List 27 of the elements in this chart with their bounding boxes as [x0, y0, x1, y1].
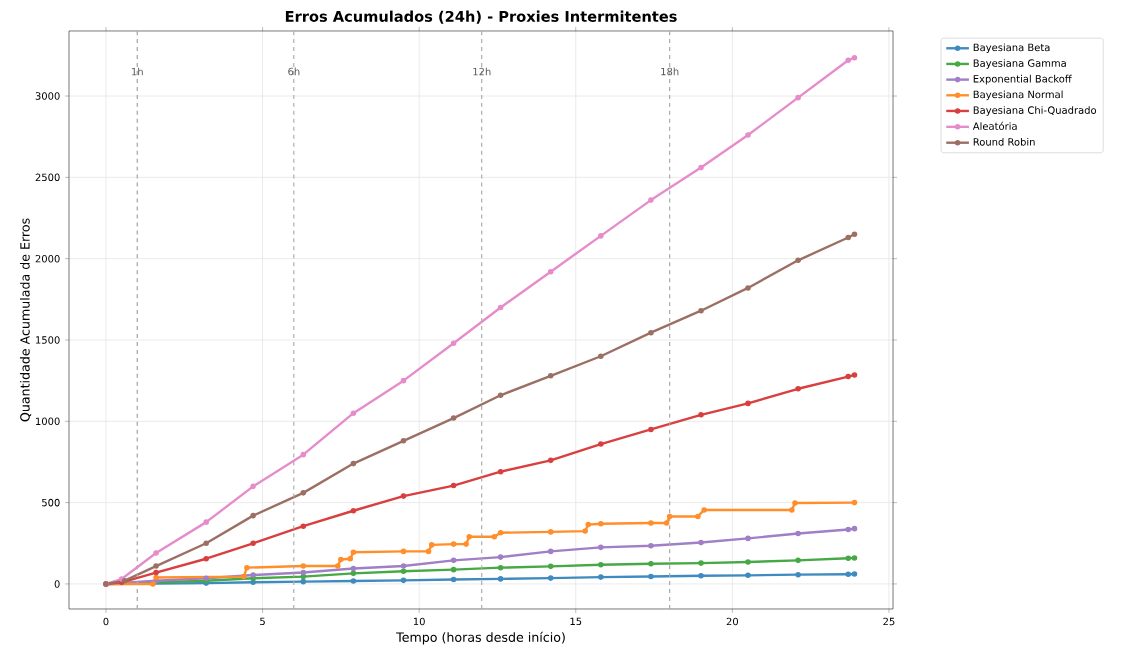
ref-line-label: 18h — [661, 67, 679, 76]
y-axis-title: Quantidade Acumulada de Erros — [19, 218, 32, 422]
x-tick-label: 20 — [726, 617, 739, 626]
y-tick-label: 0 — [54, 580, 60, 588]
legend-label: Bayesiana Gamma — [973, 59, 1066, 69]
y-tick-label: 2500 — [35, 173, 60, 182]
legend-label: Bayesiana Normal — [973, 90, 1063, 101]
ref-line-label: 6h — [288, 67, 300, 76]
legend-label: Exponential Backoff — [973, 74, 1072, 85]
x-tick-label: 0 — [103, 617, 109, 626]
x-axis-title: Tempo (horas desde início) — [396, 631, 565, 645]
y-tick-label: 2000 — [35, 254, 60, 263]
ref-line-label: 12h — [473, 67, 491, 76]
legend-label: Round Robin — [973, 137, 1035, 146]
y-tick-label: 1000 — [36, 417, 60, 426]
x-tick-label: 25 — [883, 617, 895, 626]
chart-title: Erros Acumulados (24h) - Proxies Intermitentes — [285, 10, 677, 24]
x-tick-label: 15 — [570, 617, 582, 626]
legend-label: Bayesiana Chi-Quadrado — [973, 106, 1097, 116]
x-tick-label: 5 — [260, 617, 265, 626]
y-tick-label: 500 — [42, 498, 60, 507]
y-tick-label: 3000 — [35, 92, 60, 100]
legend-label: Aleatória — [972, 121, 1017, 130]
x-tick-label: 10 — [413, 617, 425, 626]
legend-label: Bayesiana Beta — [973, 43, 1050, 54]
y-tick-label: 1500 — [36, 336, 60, 344]
ref-line-label: 1h — [132, 67, 143, 76]
